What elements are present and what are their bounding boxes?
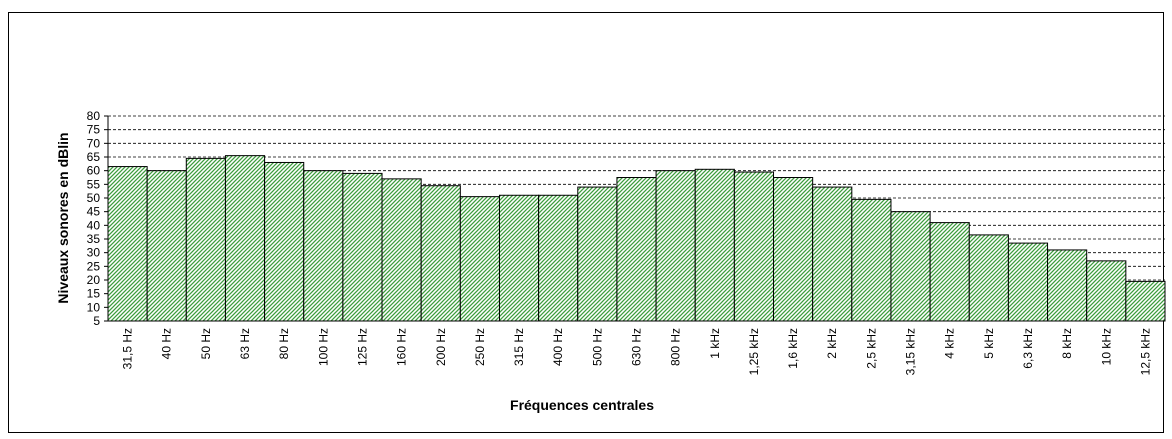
x-tick-label: 3,15 kHz [904,328,918,375]
x-tick-label: 2,5 kHz [864,328,878,369]
x-tick-label: 10 kHz [1099,328,1113,365]
x-tick-label: 1,25 kHz [747,328,761,375]
x-tick-label: 125 Hz [355,328,369,366]
y-tick-label: 75 [87,123,101,137]
y-tick-label: 80 [87,109,101,123]
y-tick-label: 10 [87,300,101,314]
bar [616,177,657,322]
x-tick-label: 8 kHz [1060,328,1074,359]
bar [342,172,383,322]
bar [929,222,970,322]
y-tick-label: 70 [87,136,101,150]
x-tick-label: 160 Hz [395,328,409,366]
bar [1086,260,1127,322]
bar [733,171,775,322]
x-tick-label: 12,5 kHz [1138,328,1152,375]
bar [420,185,461,322]
bar [185,157,226,322]
x-tick-label: 31,5 Hz [121,328,135,369]
bar [459,196,500,322]
bar [224,155,266,322]
bar [107,166,148,322]
x-tick-label: 50 Hz [199,328,213,359]
y-tick-label: 60 [87,164,101,178]
x-tick-label: 1 kHz [708,328,722,359]
bar [146,170,187,322]
y-tick-label: 55 [87,177,101,191]
x-axis-label: Fréquences centrales [510,397,654,413]
x-tick-label: 250 Hz [473,328,487,366]
x-tick-label: 630 Hz [630,328,644,366]
bar [1007,242,1049,322]
bar [577,186,618,322]
bar [1047,249,1088,322]
y-tick-label: 5 [93,314,100,328]
y-tick-label: 25 [87,259,101,273]
bar [773,177,814,322]
y-tick-label: 50 [87,191,101,205]
bar [968,234,1009,322]
x-tick-label: 200 Hz [434,328,448,366]
x-tick-label: 1,6 kHz [786,328,800,369]
bar [890,211,931,322]
x-tick-label: 315 Hz [512,328,526,366]
bar [538,194,579,322]
x-tick-label: 5 kHz [982,328,996,359]
y-tick-label: 30 [87,246,101,260]
x-tick-label: 80 Hz [277,328,291,359]
y-tick-label: 45 [87,205,101,219]
x-tick-label: 400 Hz [551,328,565,366]
x-tick-label: 6,3 kHz [1021,328,1035,369]
x-tick-label: 100 Hz [316,328,330,366]
y-tick-label: 65 [87,150,101,164]
x-tick-label: 500 Hz [590,328,604,366]
y-axis-label: Niveaux sonores en dBlin [55,132,71,303]
y-tick-label: 20 [87,273,101,287]
x-tick-label: 63 Hz [238,328,252,359]
y-tick-label: 35 [87,232,101,246]
y-tick-label: 40 [87,218,101,232]
bar [303,170,344,322]
bar [498,194,540,322]
bar [694,168,735,322]
bar [264,161,305,322]
bar [1125,280,1166,322]
bar [851,198,892,322]
x-tick-label: 40 Hz [160,328,174,359]
x-tick-label: 800 Hz [669,328,683,366]
bar [655,170,696,322]
bar [381,178,422,322]
bar [812,186,853,322]
x-tick-label: 2 kHz [825,328,839,359]
y-tick-label: 15 [87,287,101,301]
x-tick-label: 4 kHz [943,328,957,359]
